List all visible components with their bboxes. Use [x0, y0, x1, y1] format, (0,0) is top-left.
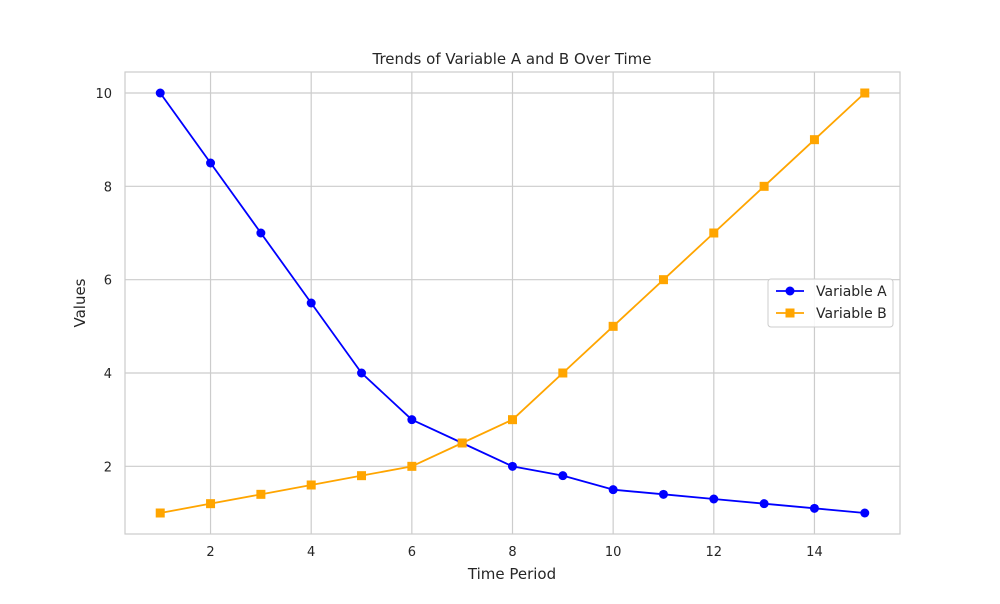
y-tick-label: 4 — [104, 367, 112, 382]
data-point-variable-b — [759, 181, 769, 191]
data-point-variable-a — [357, 368, 367, 378]
data-point-variable-b — [608, 321, 618, 331]
data-point-variable-a — [256, 228, 266, 238]
y-axis-ticks: 2 4 6 8 10 — [95, 87, 112, 475]
x-tick-label: 14 — [806, 545, 823, 560]
x-tick-label: 6 — [408, 545, 416, 560]
data-point-variable-a — [860, 508, 870, 518]
data-point-variable-b — [306, 480, 316, 490]
legend-marker-variable-b — [785, 308, 795, 318]
plot-area-frame — [124, 71, 901, 535]
data-point-variable-a — [658, 489, 668, 499]
data-point-variable-b — [206, 499, 216, 509]
data-point-variable-b — [155, 508, 165, 518]
data-point-variable-a — [608, 485, 618, 495]
data-point-variable-b — [709, 228, 719, 238]
data-point-variable-b — [508, 415, 517, 425]
data-point-variable-a — [155, 88, 165, 98]
data-point-variable-a — [306, 298, 316, 308]
data-point-variable-a — [206, 158, 216, 168]
data-point-variable-a — [759, 499, 769, 509]
data-point-variable-a — [558, 471, 568, 481]
data-point-variable-a — [508, 461, 517, 471]
data-point-variable-a — [709, 494, 719, 504]
data-point-variable-b — [407, 461, 417, 471]
legend-label-variable-a: Variable A — [816, 284, 887, 300]
legend-marker-variable-a — [785, 286, 795, 296]
x-tick-label: 10 — [605, 545, 622, 560]
series-layer — [155, 88, 870, 518]
y-tick-label: 6 — [104, 274, 112, 289]
y-tick-label: 8 — [104, 180, 112, 195]
x-axis-ticks: 2 4 6 8 10 12 14 — [206, 545, 822, 560]
data-point-variable-b — [809, 135, 819, 145]
chart-title: Trends of Variable A and B Over Time — [372, 50, 652, 68]
x-tick-label: 8 — [508, 545, 516, 560]
data-point-variable-b — [558, 368, 568, 378]
data-point-variable-b — [860, 88, 870, 98]
data-point-variable-b — [256, 489, 266, 499]
y-axis-label: Values — [71, 278, 89, 327]
x-tick-label: 2 — [206, 545, 214, 560]
x-tick-label: 12 — [706, 545, 723, 560]
legend-label-variable-b: Variable B — [816, 306, 887, 322]
x-axis-label: Time Period — [467, 565, 556, 583]
data-point-variable-b — [658, 275, 668, 285]
data-point-variable-b — [357, 471, 367, 481]
legend: Variable A Variable B — [767, 278, 894, 328]
series-variable-b — [155, 88, 870, 518]
data-point-variable-a — [809, 503, 819, 513]
data-point-variable-a — [407, 415, 417, 425]
x-tick-label: 4 — [307, 545, 315, 560]
y-tick-label: 2 — [104, 460, 112, 475]
y-tick-label: 10 — [95, 87, 112, 102]
data-point-variable-b — [457, 438, 467, 448]
